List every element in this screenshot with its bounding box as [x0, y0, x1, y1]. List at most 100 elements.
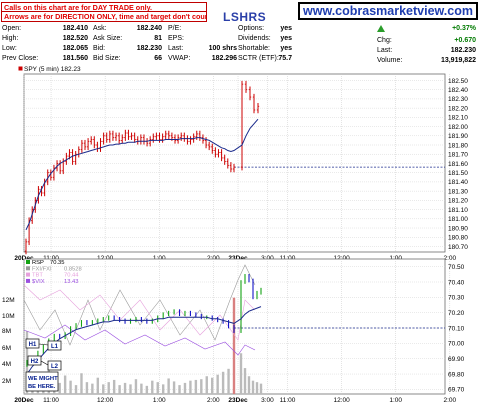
volume-label: Volume: — [377, 57, 403, 64]
lower-y-tick-label: 70.20 — [448, 310, 465, 317]
main-chart-title: SPY (5 min) 182.23 — [24, 66, 81, 73]
main-y-tick-label: 182.10 — [448, 115, 468, 122]
legend-value-1: 0.8528 — [64, 266, 82, 272]
main-y-tick-label: 181.30 — [448, 188, 468, 195]
lower-y-tick-label: 70.40 — [448, 279, 465, 286]
prev-close-value: 181.560 — [62, 55, 88, 62]
volume-bar — [221, 371, 225, 394]
high-label: High: — [2, 35, 19, 42]
main-y-tick-label: 181.50 — [448, 170, 468, 177]
open-label: Open: — [2, 25, 22, 32]
legend-swatch-0 — [26, 260, 30, 264]
open-value: 182.410 — [62, 25, 88, 32]
legend-label-0: RSP — [32, 260, 44, 266]
options-value: yes — [280, 25, 292, 32]
sctr-label: SCTR (ETF): — [238, 55, 279, 62]
volume-bar — [58, 382, 61, 394]
indicator-panel: 20Dec 11:00 12:00 1:00 2:00 3:00 23Dec 11:00 12:… — [2, 258, 465, 404]
main-y-tick-label: 181.20 — [448, 198, 468, 205]
volume-bar — [91, 383, 94, 394]
volume-bar — [232, 297, 236, 394]
legend-label-2: TBT — [32, 273, 43, 279]
volume-bar — [239, 353, 243, 394]
quote-header: Calls on this chart are for DAY TRADE on… — [0, 0, 480, 72]
main-x-tick-label: 20Dec — [14, 255, 34, 262]
main-x-tick-label: 11:00 — [280, 255, 296, 262]
callout-connector — [38, 343, 49, 346]
volume-bar — [102, 384, 105, 394]
main-y-tick-label: 182.40 — [448, 87, 468, 94]
tbt-line — [23, 284, 256, 341]
bid-label: Bid: — [93, 45, 106, 52]
volume-bar — [63, 375, 67, 394]
low-label: Low: — [2, 45, 17, 52]
main-x-tick-label: 3:00 — [261, 255, 274, 262]
main-x-tick-label: 12:00 — [97, 255, 114, 262]
main-y-tick-label: 181.90 — [448, 133, 468, 140]
legend-swatch-3 — [26, 278, 30, 283]
change-label: Chg: — [377, 37, 392, 44]
spy-legend-swatch — [18, 66, 23, 71]
callout-box-L2 — [47, 360, 62, 371]
main-y-tick-label: 182.20 — [448, 105, 468, 112]
bid-value: 182.230 — [136, 45, 162, 52]
lower-y-tick-label: 70.50 — [448, 264, 465, 271]
main-x-tick-label: 12:00 — [333, 255, 350, 262]
volume-bar — [167, 378, 170, 394]
lower-x-tick-label: 1:00 — [389, 397, 402, 404]
ask-size-label: Ask Size: — [93, 35, 123, 42]
callout-box-H2 — [27, 355, 42, 366]
volume-bar — [74, 385, 78, 394]
last-value: 182.230 — [450, 47, 476, 54]
main-y-tick-label: 180.70 — [448, 244, 468, 251]
main-y-tick-label: 182.00 — [448, 124, 468, 131]
callout-box-we-might — [25, 371, 59, 392]
lower-x-tick-label: 20Dec — [14, 397, 34, 404]
lower-x-tick-label: 23Dec — [228, 397, 248, 404]
main-y-tick-label: 182.50 — [448, 78, 468, 85]
callout-connector — [40, 360, 49, 366]
vix-line — [23, 324, 256, 356]
ask-value: 182.240 — [136, 25, 162, 32]
main-x-tick-label: 11:00 — [43, 255, 59, 262]
callout-label-L2: L2 — [51, 364, 59, 370]
fxi-line — [23, 264, 256, 346]
lower-x-tick-label: 2:00 — [443, 397, 456, 404]
volume-tick-label: 4M — [2, 361, 11, 368]
lower-y-tick-label: 70.10 — [448, 325, 465, 332]
ticker-symbol: LSHRS — [223, 10, 267, 24]
volume-bar — [227, 368, 230, 394]
website-banner[interactable]: www.cobrasmarketview.com — [298, 2, 478, 20]
volume-bar — [255, 382, 259, 394]
up-arrow-icon — [377, 25, 385, 32]
lower-y-tick-label: 70.00 — [448, 341, 465, 348]
legend-label-1: FXI/FXI — [32, 266, 52, 272]
main-y-tick-label: 181.00 — [448, 216, 468, 223]
main-x-tick-label: 1:00 — [389, 255, 402, 262]
callout-text-line2: BE HERE. — [28, 384, 56, 390]
volume-bar — [259, 383, 263, 394]
volume-bar — [172, 381, 176, 394]
legend-swatch-1 — [26, 266, 30, 271]
volume-bar — [189, 380, 192, 394]
bid-size-value: 66 — [154, 55, 162, 62]
vwap-value: 182.296 — [211, 55, 237, 62]
volume-bar — [247, 376, 251, 394]
volume-tick-label: 8M — [2, 328, 11, 335]
lower-y-tick-label: 69.90 — [448, 356, 465, 363]
ask-size-value: 81 — [154, 35, 162, 42]
dividends-label: Dividends: — [238, 35, 271, 42]
volume-bar — [118, 385, 121, 394]
low-value: 182.065 — [62, 45, 88, 52]
volume-tick-label: 10M — [2, 313, 15, 320]
lower-y-tick-label: 70.30 — [448, 295, 465, 302]
volume-bar — [129, 384, 132, 394]
direction-note: Arrows are for DIRECTION ONLY, time and … — [1, 11, 207, 22]
callout-box-H1 — [25, 338, 40, 349]
volume-bar — [161, 384, 165, 394]
legend-value-3: 13.43 — [64, 279, 79, 285]
annotations: H1 L1 H2 L2 WE MIGHT BE HERE. — [25, 338, 62, 392]
volume-bar — [112, 379, 116, 394]
volume-bar — [123, 382, 127, 394]
